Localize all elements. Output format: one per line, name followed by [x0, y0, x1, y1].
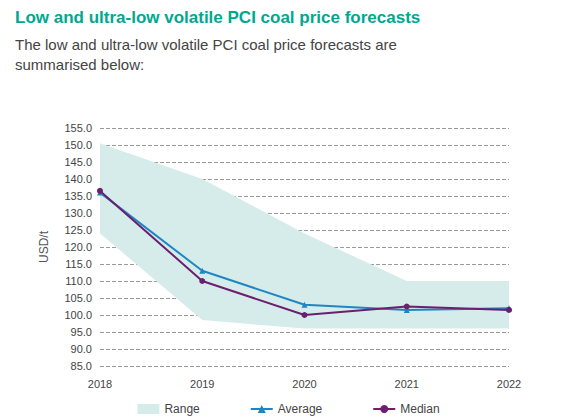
- svg-text:2020: 2020: [292, 378, 316, 390]
- svg-text:130.0: 130.0: [64, 207, 92, 219]
- svg-text:USD/t: USD/t: [37, 230, 51, 263]
- svg-text:2018: 2018: [88, 378, 112, 390]
- svg-text:summarised below:: summarised below:: [15, 56, 144, 73]
- svg-text:100.0: 100.0: [64, 309, 92, 321]
- svg-text:125.0: 125.0: [64, 224, 92, 236]
- svg-text:90.0: 90.0: [71, 343, 92, 355]
- svg-text:150.0: 150.0: [64, 139, 92, 151]
- svg-text:115.0: 115.0: [65, 258, 92, 270]
- svg-text:155.0: 155.0: [64, 122, 92, 134]
- svg-text:2021: 2021: [395, 378, 419, 390]
- svg-text:Average: Average: [278, 402, 323, 416]
- svg-text:110.0: 110.0: [65, 275, 92, 287]
- svg-text:Median: Median: [400, 402, 439, 416]
- svg-text:Low and ultra-low volatile PCI: Low and ultra-low volatile PCI coal pric…: [15, 8, 420, 27]
- svg-text:95.0: 95.0: [71, 326, 92, 338]
- svg-text:Range: Range: [164, 402, 200, 416]
- svg-text:105.0: 105.0: [64, 292, 92, 304]
- svg-text:120.0: 120.0: [64, 241, 92, 253]
- svg-text:2019: 2019: [190, 378, 214, 390]
- svg-text:The low and ultra-low volatile: The low and ultra-low volatile PCI coal …: [15, 36, 401, 53]
- svg-text:145.0: 145.0: [64, 156, 92, 168]
- svg-text:140.0: 140.0: [64, 173, 92, 185]
- svg-text:85.0: 85.0: [71, 360, 92, 372]
- svg-text:2022: 2022: [497, 378, 521, 390]
- svg-text:135.0: 135.0: [64, 190, 92, 202]
